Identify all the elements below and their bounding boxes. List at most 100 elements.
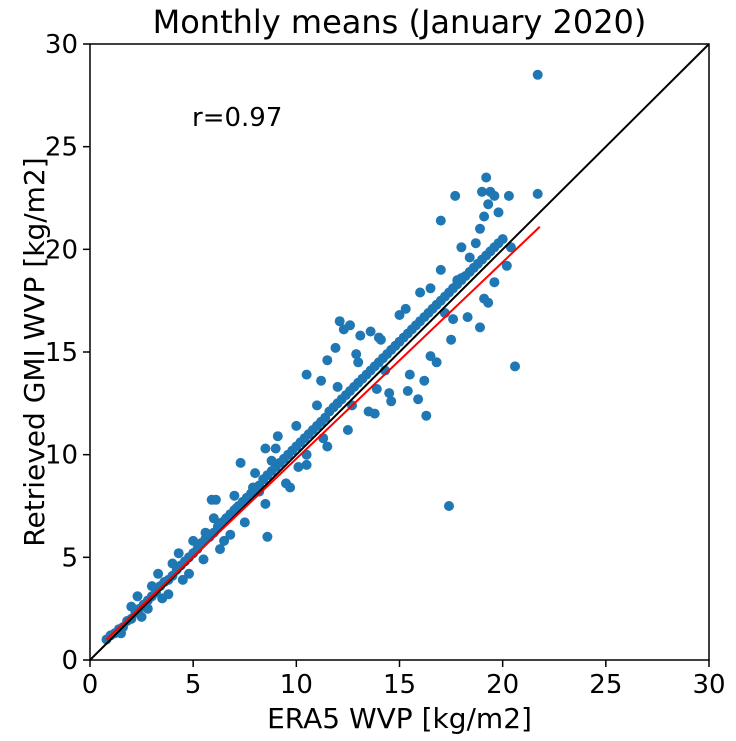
data-point — [444, 501, 454, 511]
data-point — [489, 277, 500, 288]
data-point — [481, 172, 492, 183]
data-point — [425, 283, 436, 294]
y-tick-label: 5 — [61, 543, 78, 573]
data-point — [136, 611, 147, 622]
data-point — [431, 357, 442, 368]
data-point — [435, 215, 446, 226]
data-point — [208, 513, 219, 524]
data-point — [163, 589, 174, 600]
data-point — [462, 312, 473, 323]
data-point — [479, 211, 490, 222]
correlation-annotation: r=0.97 — [192, 103, 282, 133]
data-point — [177, 574, 188, 585]
data-point — [132, 591, 143, 602]
data-point — [272, 431, 283, 442]
data-point — [419, 375, 430, 386]
data-point — [250, 468, 261, 479]
y-tick-label: 20 — [45, 235, 78, 265]
data-point — [450, 190, 461, 201]
data-point — [210, 494, 221, 505]
data-point — [173, 548, 184, 559]
data-point — [318, 433, 329, 444]
x-tick-label: 0 — [82, 670, 99, 700]
data-point — [330, 342, 341, 353]
x-tick-label: 5 — [185, 670, 202, 700]
ticks-layer: 0 5 10 15 20 25 30 0 5 10 15 20 25 30 — [45, 30, 726, 700]
data-point — [188, 535, 199, 546]
data-point — [497, 234, 508, 245]
y-tick-label: 0 — [61, 646, 78, 676]
data-point — [421, 410, 432, 421]
data-point — [353, 357, 364, 368]
data-point — [229, 490, 240, 501]
data-point — [493, 207, 504, 218]
data-point — [301, 459, 312, 470]
data-point — [386, 396, 397, 407]
data-point — [301, 369, 312, 380]
data-point — [402, 386, 413, 396]
data-point — [215, 544, 225, 555]
data-point — [532, 188, 543, 199]
data-point — [266, 455, 277, 466]
data-point — [394, 310, 405, 320]
fit-line — [105, 226, 541, 641]
data-point — [375, 334, 386, 345]
data-point — [260, 498, 271, 509]
data-point — [146, 581, 157, 592]
data-point — [342, 425, 353, 435]
data-point — [332, 381, 343, 392]
x-tick-label: 25 — [589, 670, 622, 700]
data-point — [198, 554, 209, 565]
x-tick-label: 20 — [486, 670, 519, 700]
points-layer — [101, 69, 543, 645]
data-point — [448, 314, 459, 325]
data-point — [334, 316, 345, 327]
data-point — [413, 394, 424, 405]
data-point — [464, 252, 475, 263]
data-point — [293, 462, 304, 472]
y-tick-label: 10 — [45, 441, 78, 471]
data-point — [270, 443, 281, 454]
data-point — [365, 326, 376, 337]
y-tick-label: 25 — [45, 133, 78, 163]
chart-title: Monthly means (January 2020) — [153, 3, 647, 41]
data-point — [316, 375, 327, 386]
data-point — [483, 199, 494, 210]
data-point — [456, 242, 467, 253]
data-point — [225, 529, 236, 540]
data-point — [219, 535, 230, 546]
data-point — [262, 531, 273, 542]
data-point — [167, 558, 178, 569]
data-point — [479, 293, 490, 304]
y-axis-label: Retrieved GMI WVP [kg/m2] — [18, 157, 51, 546]
data-point — [322, 441, 333, 452]
data-point — [425, 351, 436, 362]
data-point — [489, 190, 500, 201]
data-point — [351, 349, 362, 360]
data-point — [532, 69, 543, 80]
data-point — [322, 355, 333, 366]
data-point — [446, 334, 457, 345]
data-point — [200, 527, 211, 538]
data-point — [501, 260, 512, 271]
x-tick-label: 30 — [692, 670, 725, 700]
data-point — [475, 223, 485, 234]
data-point — [384, 388, 395, 399]
data-point — [477, 186, 487, 197]
data-point — [126, 601, 137, 612]
y-tick-label: 30 — [45, 30, 78, 60]
data-point — [371, 384, 382, 394]
data-point — [415, 287, 426, 298]
data-point — [260, 443, 271, 454]
data-point — [503, 190, 514, 201]
y-tick-label: 15 — [45, 338, 78, 368]
data-point — [235, 457, 246, 468]
data-point — [435, 264, 446, 275]
data-point — [355, 330, 366, 341]
data-point — [404, 369, 415, 380]
x-axis-label: ERA5 WVP [kg/m2] — [267, 702, 532, 735]
data-point — [312, 400, 322, 411]
data-point — [369, 408, 380, 419]
data-point — [400, 303, 411, 314]
